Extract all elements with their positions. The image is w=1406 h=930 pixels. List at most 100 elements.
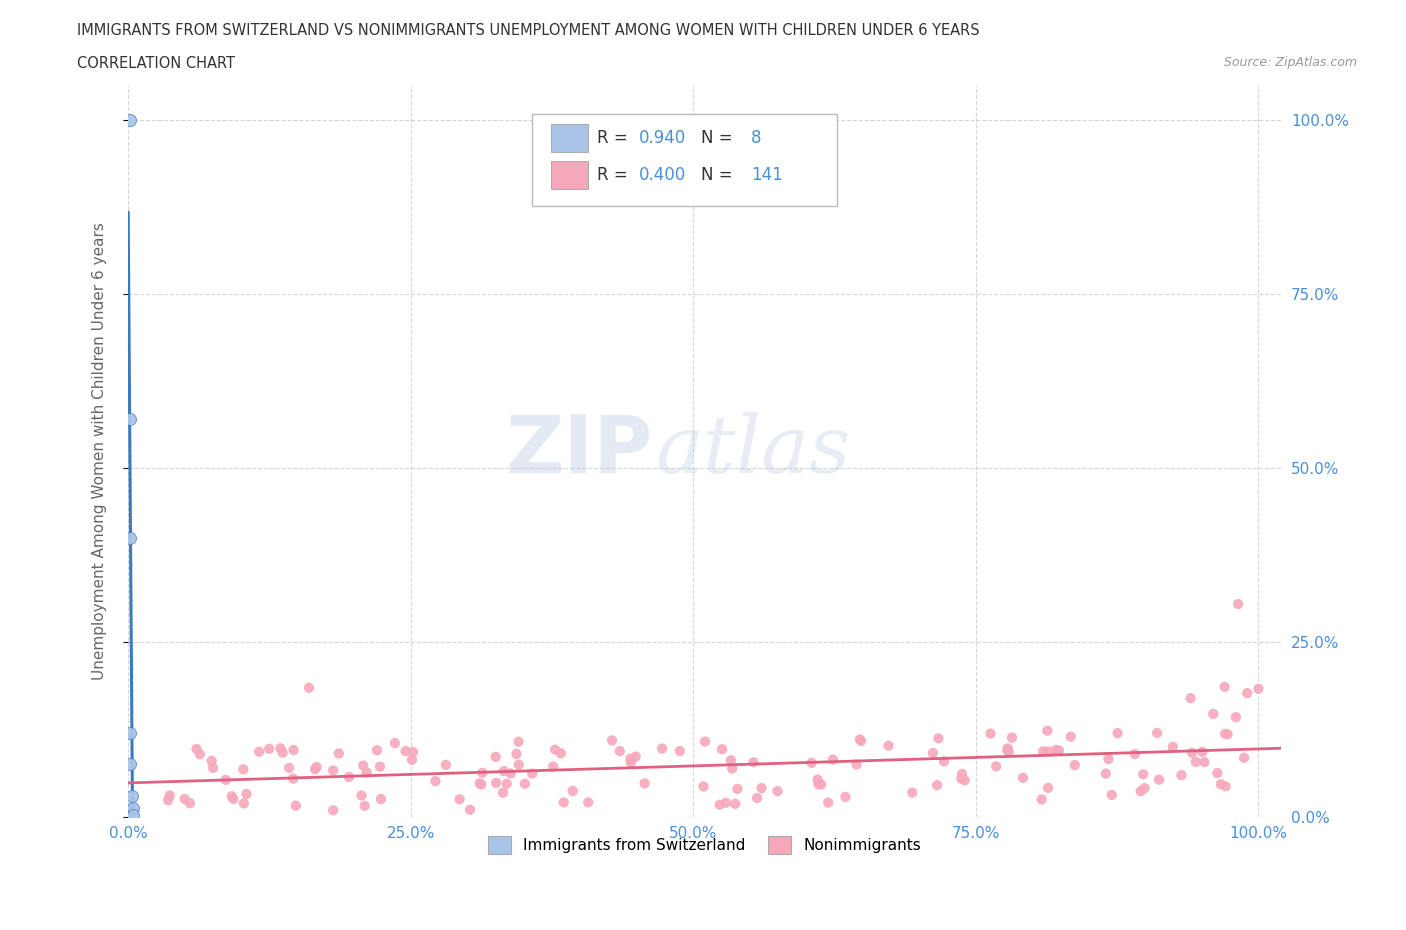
Point (576, 795, 599, 810)
Point (709, 797, 731, 812)
FancyBboxPatch shape (531, 114, 837, 206)
Point (1213, 680, 1236, 695)
Point (468, 776, 491, 790)
Point (120, 757, 142, 772)
Point (834, 790, 856, 804)
Point (1133, 780, 1156, 795)
Point (692, 779, 714, 794)
Point (817, 795, 839, 810)
Point (215, 773, 238, 788)
Point (120, 412, 142, 427)
Point (1194, 754, 1216, 769)
Point (449, 791, 471, 806)
Point (121, 801, 143, 816)
Point (720, 752, 742, 767)
Point (807, 772, 830, 787)
Point (1123, 747, 1146, 762)
Point (553, 795, 575, 810)
Point (337, 769, 360, 784)
Point (550, 746, 572, 761)
Point (366, 743, 388, 758)
Point (522, 766, 544, 781)
Point (221, 789, 243, 804)
Point (1227, 597, 1250, 612)
Point (1247, 682, 1270, 697)
Point (693, 734, 716, 749)
Point (186, 741, 208, 756)
Point (1225, 710, 1247, 724)
Point (1161, 739, 1184, 754)
Point (997, 741, 1019, 756)
Point (1185, 754, 1208, 769)
Text: IMMIGRANTS FROM SWITZERLAND VS NONIMMIGRANTS UNEMPLOYMENT AMONG WOMEN WITH CHILD: IMMIGRANTS FROM SWITZERLAND VS NONIMMIGR… (77, 23, 980, 38)
Text: N =: N = (702, 129, 738, 147)
Point (1036, 724, 1059, 738)
Point (368, 759, 391, 774)
Point (157, 793, 180, 808)
Point (513, 777, 536, 791)
Point (470, 777, 492, 792)
Point (492, 764, 515, 778)
Point (1181, 746, 1204, 761)
Point (304, 762, 326, 777)
Point (247, 744, 270, 759)
Point (485, 776, 508, 790)
Legend: Immigrants from Switzerland, Nonimmigrants: Immigrants from Switzerland, Nonimmigran… (482, 830, 928, 860)
Point (725, 781, 748, 796)
Point (235, 787, 257, 802)
Point (810, 777, 832, 792)
Point (714, 795, 737, 810)
Point (619, 751, 641, 766)
Y-axis label: Unemployment Among Women with Children Under 6 years: Unemployment Among Women with Children U… (93, 221, 107, 680)
Point (800, 755, 823, 770)
Point (1097, 751, 1119, 766)
Text: Source: ZipAtlas.com: Source: ZipAtlas.com (1223, 56, 1357, 69)
Point (305, 760, 328, 775)
Point (745, 790, 768, 805)
FancyBboxPatch shape (551, 125, 588, 153)
Point (1209, 777, 1232, 791)
Text: 0.400: 0.400 (638, 166, 686, 184)
Point (995, 743, 1018, 758)
Point (495, 777, 517, 791)
Point (120, 725, 142, 740)
Point (1094, 766, 1116, 781)
Point (492, 785, 515, 800)
Point (179, 796, 201, 811)
Text: ZIP: ZIP (506, 412, 652, 490)
Point (1132, 767, 1154, 782)
Point (458, 803, 481, 817)
Point (561, 783, 583, 798)
Point (766, 784, 789, 799)
Text: R =: R = (598, 129, 634, 147)
Point (620, 755, 643, 770)
Point (932, 754, 955, 769)
Point (434, 757, 457, 772)
Text: 8: 8 (751, 129, 761, 147)
Point (201, 761, 224, 776)
Point (807, 777, 830, 791)
Point (402, 745, 425, 760)
Point (322, 803, 344, 817)
Point (541, 759, 564, 774)
Point (173, 791, 195, 806)
Point (271, 745, 294, 760)
Point (950, 766, 973, 781)
Point (1032, 744, 1054, 759)
Text: atlas: atlas (655, 412, 851, 489)
Point (283, 771, 305, 786)
Point (1146, 725, 1168, 740)
Point (634, 776, 657, 790)
Point (121, 807, 143, 822)
Point (257, 741, 280, 756)
Point (1170, 767, 1192, 782)
Point (1233, 751, 1256, 765)
Point (997, 745, 1019, 760)
Point (471, 765, 494, 780)
Point (1101, 788, 1123, 803)
Point (505, 747, 527, 762)
Point (1129, 784, 1152, 799)
Point (901, 785, 924, 800)
Point (1107, 725, 1129, 740)
Point (1031, 792, 1053, 807)
